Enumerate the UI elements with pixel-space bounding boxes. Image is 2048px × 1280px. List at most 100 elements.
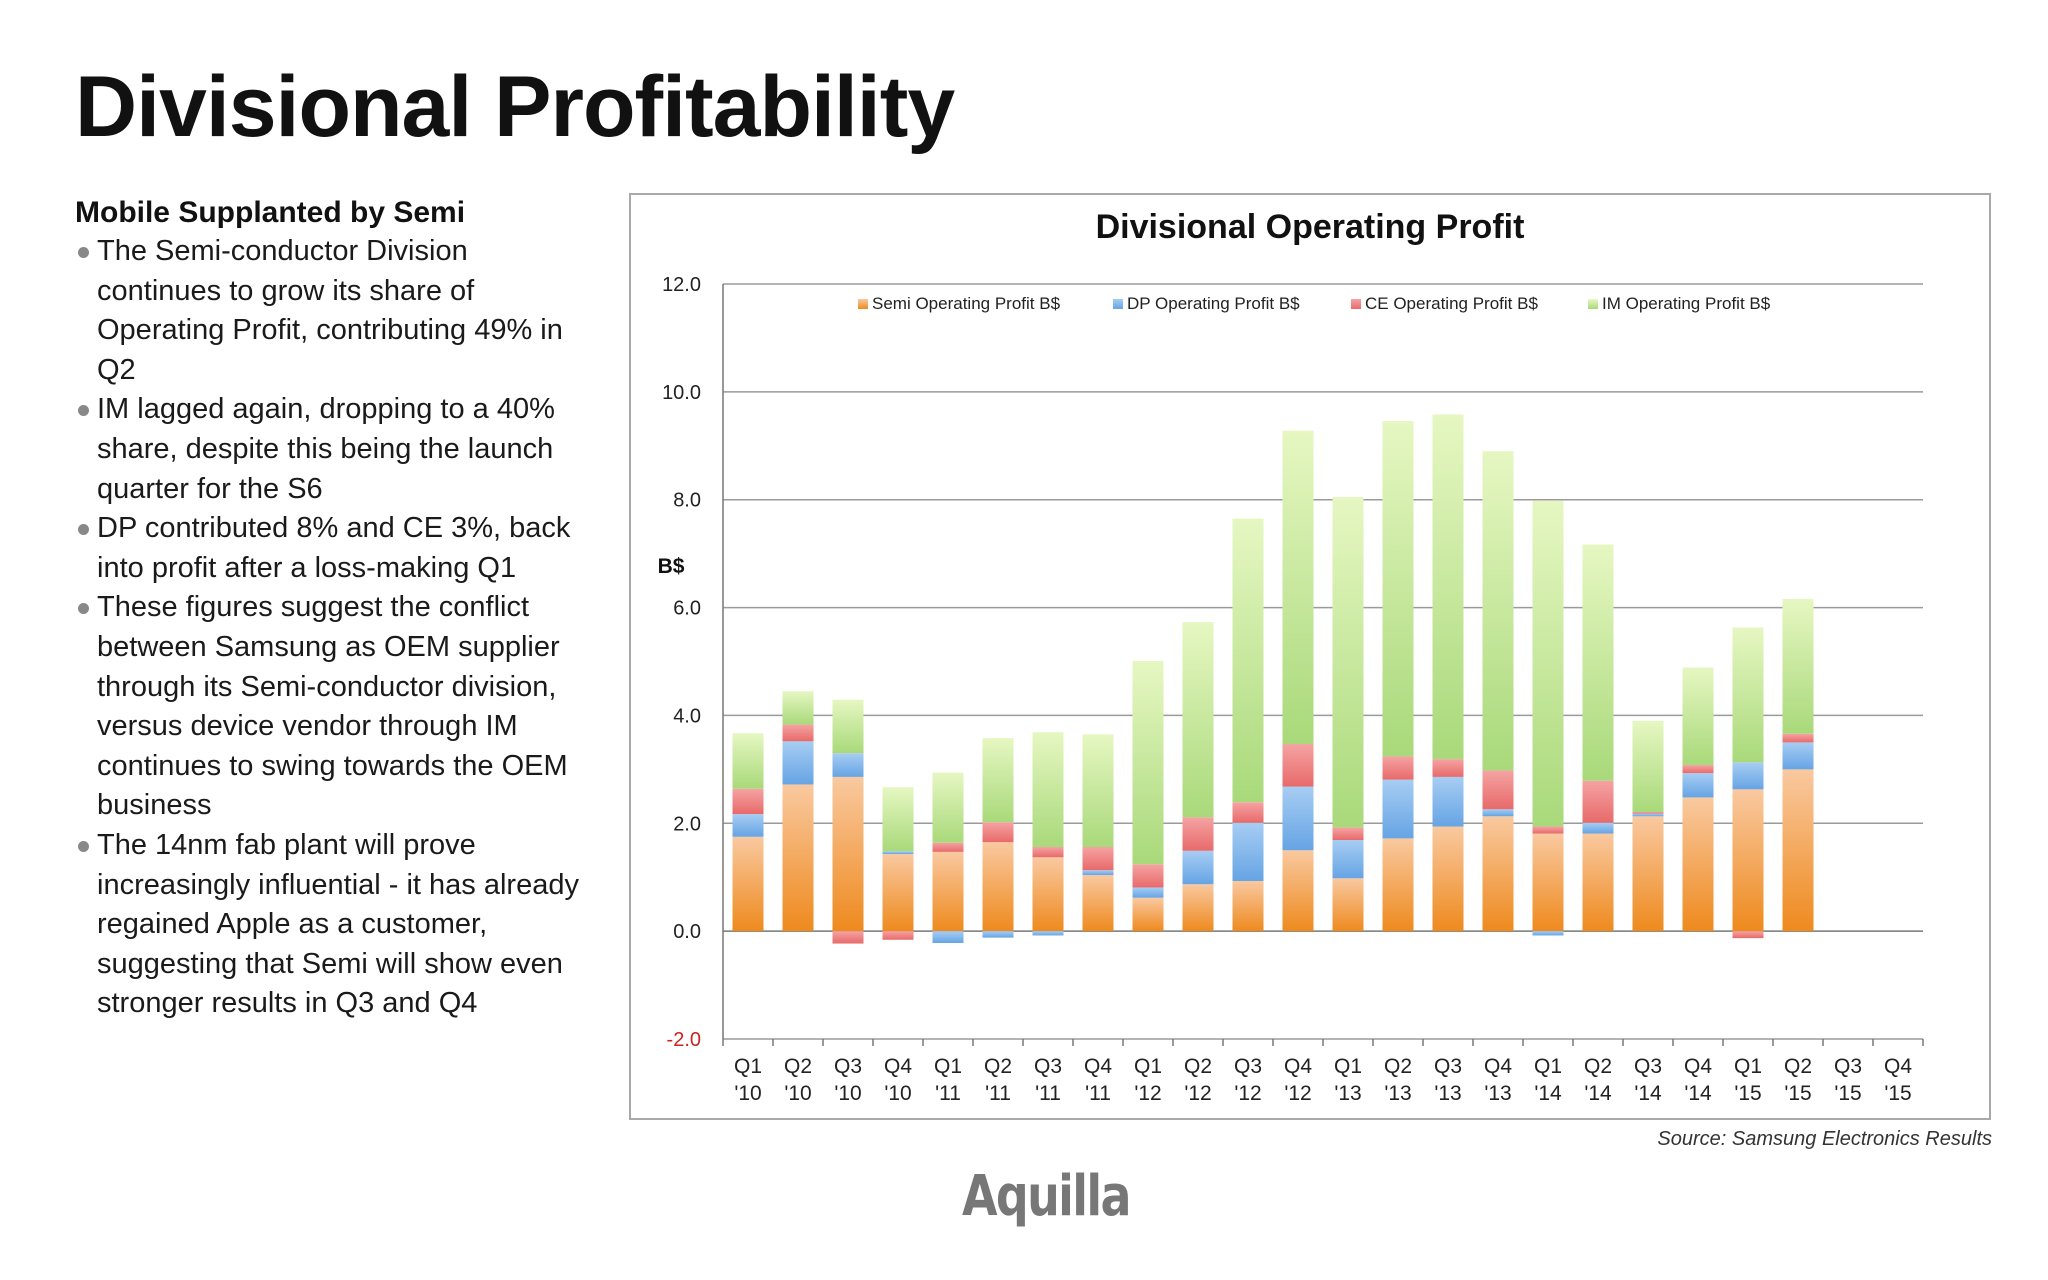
bar-segment xyxy=(1032,931,1064,936)
bar-segment xyxy=(982,822,1014,843)
bar-segment xyxy=(782,741,814,785)
bar-segment xyxy=(1482,816,1514,932)
bar-segment xyxy=(982,842,1014,932)
x-tick-label: '12 xyxy=(1234,1082,1261,1105)
x-tick-label: '14 xyxy=(1634,1082,1662,1105)
x-tick-label: Q2 xyxy=(1784,1055,1812,1078)
bar-segment xyxy=(1532,500,1564,827)
bar-segment xyxy=(1532,833,1564,932)
x-tick-label: Q1 xyxy=(1334,1055,1362,1078)
bar-segment xyxy=(1182,850,1214,885)
x-tick-label: Q2 xyxy=(784,1055,812,1078)
bar-segment xyxy=(1682,773,1714,798)
y-tick-label: 2.0 xyxy=(673,813,701,835)
bar-segment xyxy=(1132,887,1164,898)
bar-segment xyxy=(1732,789,1764,932)
y-tick-label: 6.0 xyxy=(673,598,701,620)
bar-segment xyxy=(1032,857,1064,932)
bar-segment xyxy=(782,724,814,742)
bar-segment xyxy=(1632,720,1664,812)
bar-segment xyxy=(1132,660,1164,865)
x-tick-label: '11 xyxy=(935,1082,961,1105)
bar-segment xyxy=(882,931,914,940)
bar-segment xyxy=(1382,420,1414,757)
bar-segment xyxy=(1282,744,1314,787)
x-tick-label: Q1 xyxy=(934,1055,962,1078)
y-tick-label: 4.0 xyxy=(673,705,701,727)
x-tick-label: '11 xyxy=(1085,1082,1111,1105)
x-tick-label: Q1 xyxy=(1734,1055,1762,1078)
x-tick-label: '10 xyxy=(734,1082,761,1105)
x-tick-label: '10 xyxy=(884,1082,911,1105)
x-tick-label: '13 xyxy=(1334,1082,1361,1105)
x-tick-label: '12 xyxy=(1134,1082,1161,1105)
bar-segment xyxy=(1782,742,1814,770)
page-title: Divisional Profitability xyxy=(75,59,955,155)
bar-segment xyxy=(1732,762,1764,790)
bar-segment xyxy=(1082,875,1114,932)
bar-segment xyxy=(1382,838,1414,932)
x-tick-label: Q2 xyxy=(984,1055,1012,1078)
legend-swatch xyxy=(1588,299,1598,309)
operating-profit-chart: Divisional Operating Profit -2.0 0.0 2.0 4.0… xyxy=(658,208,1924,1105)
bar-segment xyxy=(1132,897,1164,932)
commentary-subhead: Mobile Supplanted by Semi xyxy=(75,196,466,229)
bar-segment xyxy=(1332,497,1364,828)
bar-segment xyxy=(932,772,964,843)
x-tick-label: '10 xyxy=(784,1082,811,1105)
bar-segment xyxy=(1432,759,1464,777)
x-tick-label: Q2 xyxy=(1584,1055,1612,1078)
x-tick-label: Q3 xyxy=(1634,1055,1662,1078)
bar-segment xyxy=(932,842,964,852)
bar-segment xyxy=(1582,833,1614,932)
bar-segment xyxy=(1432,776,1464,827)
bar-segment xyxy=(1582,780,1614,823)
bar-segment xyxy=(1332,878,1364,932)
legend-label: DP Operating Profit B$ xyxy=(1127,294,1300,313)
bar-segment xyxy=(882,854,914,932)
x-tick-label: '12 xyxy=(1184,1082,1211,1105)
bar-segment xyxy=(1432,414,1464,760)
bar-segment xyxy=(1432,826,1464,932)
bar-segment xyxy=(1332,827,1364,841)
bar-segment xyxy=(1282,786,1314,851)
bar-segment xyxy=(1082,734,1114,848)
bar-segment xyxy=(1232,802,1264,823)
x-tick-label: Q4 xyxy=(1684,1055,1712,1078)
bar-segment xyxy=(1782,733,1814,743)
commentary-panel: Mobile Supplanted by Semi The Semi-condu… xyxy=(75,196,595,1024)
y-axis-label: B$ xyxy=(658,555,685,578)
x-tick-label: Q4 xyxy=(1484,1055,1512,1078)
bar-segment xyxy=(1482,770,1514,810)
bar-segment xyxy=(832,776,864,932)
bar-segment xyxy=(932,931,964,944)
bar-segment xyxy=(1082,847,1114,871)
bar-segment xyxy=(1482,451,1514,771)
legend-swatch xyxy=(1351,299,1361,309)
bar-segment xyxy=(1382,756,1414,780)
x-tick-label: Q3 xyxy=(1834,1055,1862,1078)
x-tick-label: '14 xyxy=(1684,1082,1712,1105)
x-tick-label: Q1 xyxy=(1534,1055,1562,1078)
bar-segment xyxy=(1732,627,1764,763)
bar-segment xyxy=(1282,430,1314,745)
bar-segment xyxy=(1782,769,1814,932)
x-tick-label: Q2 xyxy=(1184,1055,1212,1078)
commentary-bullets: The Semi-conductor Division continues to… xyxy=(75,232,595,1024)
bar-segment xyxy=(1732,931,1764,939)
x-tick-label: '11 xyxy=(1035,1082,1061,1105)
x-tick-label: Q4 xyxy=(1084,1055,1112,1078)
bar-segment xyxy=(982,931,1014,938)
x-tick-label: Q3 xyxy=(834,1055,862,1078)
bar-segment xyxy=(1682,797,1714,932)
legend-swatch xyxy=(858,299,868,309)
x-tick-label: Q3 xyxy=(1434,1055,1462,1078)
bullet-item: These figures suggest the conflict betwe… xyxy=(75,588,595,826)
legend-label: CE Operating Profit B$ xyxy=(1365,294,1538,313)
bar-segment xyxy=(1182,884,1214,932)
y-tick-label: 10.0 xyxy=(662,382,701,404)
bar-segment xyxy=(1682,765,1714,774)
bar-segment xyxy=(732,733,764,789)
bar-segment xyxy=(832,753,864,777)
bar-segment xyxy=(1232,880,1264,932)
